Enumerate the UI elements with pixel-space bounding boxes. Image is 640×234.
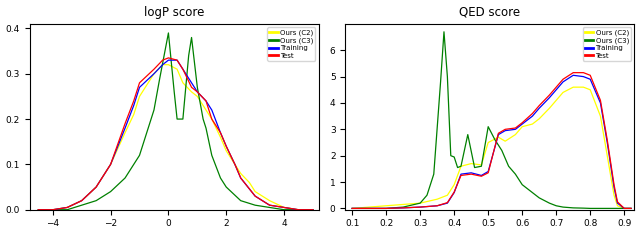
Title: logP score: logP score: [144, 6, 204, 18]
Legend: Ours (C2), Ours (C3), Training, Test: Ours (C2), Ours (C3), Training, Test: [268, 27, 316, 61]
Legend: Ours (C2), Ours (C3), Training, Test: Ours (C2), Ours (C3), Training, Test: [583, 27, 631, 61]
Title: QED score: QED score: [460, 6, 520, 18]
